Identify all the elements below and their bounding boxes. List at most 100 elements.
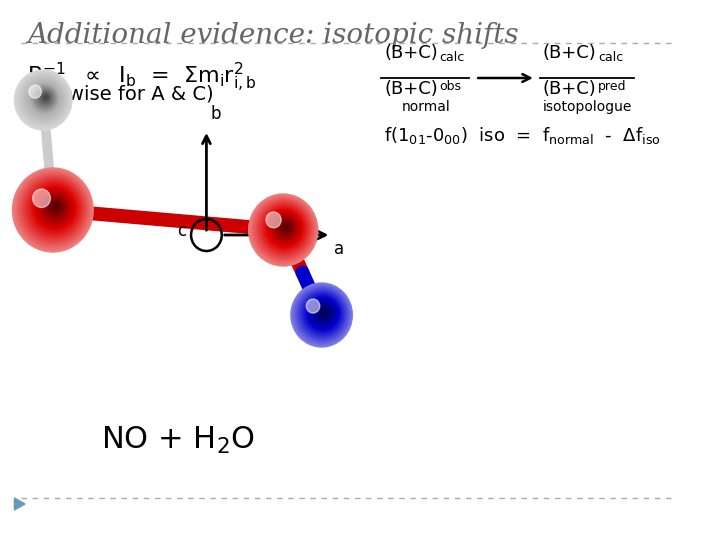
Circle shape bbox=[46, 197, 65, 217]
Circle shape bbox=[261, 205, 307, 253]
Circle shape bbox=[284, 225, 289, 230]
Circle shape bbox=[277, 219, 294, 236]
Circle shape bbox=[53, 204, 59, 210]
Circle shape bbox=[315, 305, 332, 321]
Text: B$^{-1}$  $\propto$  I$_{\mathsf{b}}$  =  $\Sigma$m$_{\mathsf{i}}$r$_{\mathsf{i,: B$^{-1}$ $\propto$ I$_{\mathsf{b}}$ = $\… bbox=[27, 60, 256, 94]
Circle shape bbox=[40, 192, 70, 223]
Circle shape bbox=[42, 93, 49, 102]
Circle shape bbox=[293, 285, 351, 345]
Circle shape bbox=[30, 183, 78, 234]
Circle shape bbox=[275, 217, 296, 239]
Circle shape bbox=[253, 198, 314, 261]
Circle shape bbox=[292, 284, 351, 346]
Circle shape bbox=[266, 212, 281, 228]
Circle shape bbox=[49, 200, 63, 214]
Circle shape bbox=[22, 176, 86, 243]
Circle shape bbox=[318, 306, 330, 319]
Circle shape bbox=[297, 288, 348, 341]
Circle shape bbox=[43, 195, 68, 220]
Circle shape bbox=[312, 301, 335, 325]
Circle shape bbox=[282, 224, 289, 231]
Text: b: b bbox=[210, 105, 221, 123]
Circle shape bbox=[45, 96, 47, 98]
Text: (B+C): (B+C) bbox=[384, 80, 438, 98]
Circle shape bbox=[19, 73, 68, 126]
Circle shape bbox=[280, 221, 292, 233]
Text: (B+C): (B+C) bbox=[542, 80, 596, 98]
Circle shape bbox=[19, 75, 68, 125]
Circle shape bbox=[21, 76, 67, 124]
Text: calc: calc bbox=[598, 51, 624, 64]
Circle shape bbox=[24, 78, 64, 120]
Text: calc: calc bbox=[440, 51, 465, 64]
Circle shape bbox=[45, 196, 66, 218]
Circle shape bbox=[319, 307, 329, 318]
Circle shape bbox=[52, 202, 60, 211]
Circle shape bbox=[36, 188, 73, 227]
Circle shape bbox=[31, 85, 58, 112]
Text: c: c bbox=[178, 222, 186, 240]
Circle shape bbox=[311, 300, 336, 326]
Circle shape bbox=[37, 89, 54, 107]
Circle shape bbox=[294, 286, 349, 343]
Circle shape bbox=[273, 215, 298, 241]
Text: (B+C): (B+C) bbox=[542, 44, 596, 62]
Circle shape bbox=[29, 182, 80, 235]
Circle shape bbox=[310, 300, 336, 327]
Text: Additional evidence: isotopic shifts: Additional evidence: isotopic shifts bbox=[27, 22, 518, 49]
Circle shape bbox=[307, 296, 339, 330]
Circle shape bbox=[307, 298, 338, 329]
Circle shape bbox=[26, 179, 82, 238]
Circle shape bbox=[264, 207, 305, 251]
Circle shape bbox=[263, 206, 306, 252]
Circle shape bbox=[258, 202, 310, 255]
Circle shape bbox=[313, 302, 333, 324]
Circle shape bbox=[32, 185, 77, 232]
Circle shape bbox=[260, 204, 308, 254]
Text: obs: obs bbox=[440, 80, 462, 93]
Text: (B+C): (B+C) bbox=[384, 44, 438, 62]
Circle shape bbox=[28, 82, 60, 116]
Circle shape bbox=[248, 194, 318, 266]
Text: f(1$_{01}$-0$_{00}$)  iso  =  f$_{\mathsf{normal}}$  -  $\Delta$f$_{\mathsf{iso}: f(1$_{01}$-0$_{00}$) iso = f$_{\mathsf{n… bbox=[384, 125, 661, 146]
Circle shape bbox=[40, 93, 50, 103]
Circle shape bbox=[15, 171, 91, 249]
Circle shape bbox=[309, 299, 338, 328]
Circle shape bbox=[17, 73, 69, 127]
Text: NO + H$_2$O: NO + H$_2$O bbox=[101, 425, 254, 456]
Circle shape bbox=[48, 199, 64, 215]
Circle shape bbox=[27, 81, 61, 117]
Circle shape bbox=[33, 186, 76, 231]
Circle shape bbox=[305, 295, 341, 333]
Circle shape bbox=[14, 169, 92, 251]
Circle shape bbox=[32, 85, 57, 111]
Circle shape bbox=[37, 90, 53, 106]
Text: a: a bbox=[334, 240, 344, 258]
Circle shape bbox=[39, 191, 71, 225]
Circle shape bbox=[42, 193, 68, 221]
Circle shape bbox=[291, 283, 352, 347]
Text: normal: normal bbox=[401, 100, 450, 114]
Circle shape bbox=[17, 72, 71, 128]
Circle shape bbox=[38, 91, 52, 105]
Circle shape bbox=[22, 76, 66, 123]
Circle shape bbox=[35, 187, 75, 229]
Circle shape bbox=[266, 210, 303, 248]
Circle shape bbox=[297, 289, 347, 340]
Circle shape bbox=[14, 70, 72, 130]
Circle shape bbox=[295, 287, 348, 342]
Circle shape bbox=[269, 212, 301, 245]
Circle shape bbox=[40, 92, 51, 104]
Text: isotopologue: isotopologue bbox=[542, 100, 632, 114]
Circle shape bbox=[35, 87, 55, 109]
Circle shape bbox=[26, 80, 63, 118]
Circle shape bbox=[50, 201, 61, 212]
Circle shape bbox=[323, 311, 325, 313]
Circle shape bbox=[274, 216, 297, 240]
Circle shape bbox=[265, 208, 304, 249]
Circle shape bbox=[29, 83, 60, 114]
Circle shape bbox=[299, 290, 346, 339]
Circle shape bbox=[35, 88, 55, 108]
Circle shape bbox=[268, 211, 302, 246]
Circle shape bbox=[27, 181, 81, 237]
